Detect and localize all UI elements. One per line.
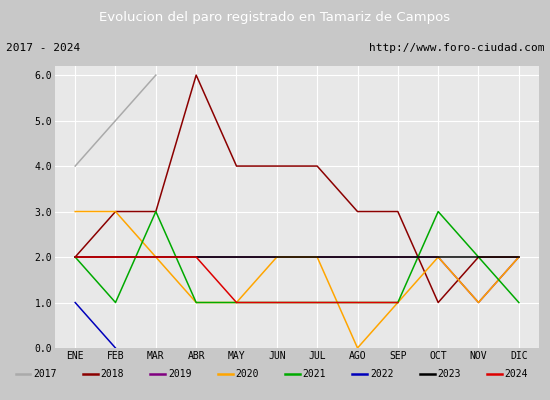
- Text: 2022: 2022: [370, 369, 393, 379]
- Text: http://www.foro-ciudad.com: http://www.foro-ciudad.com: [369, 43, 544, 53]
- Text: 2024: 2024: [505, 369, 528, 379]
- Text: 2021: 2021: [302, 369, 326, 379]
- Text: Evolucion del paro registrado en Tamariz de Campos: Evolucion del paro registrado en Tamariz…: [100, 10, 450, 24]
- Text: 2018: 2018: [101, 369, 124, 379]
- Text: 2019: 2019: [168, 369, 191, 379]
- Text: 2020: 2020: [235, 369, 258, 379]
- Text: 2023: 2023: [437, 369, 461, 379]
- Text: 2017: 2017: [33, 369, 57, 379]
- Text: 2017 - 2024: 2017 - 2024: [6, 43, 80, 53]
